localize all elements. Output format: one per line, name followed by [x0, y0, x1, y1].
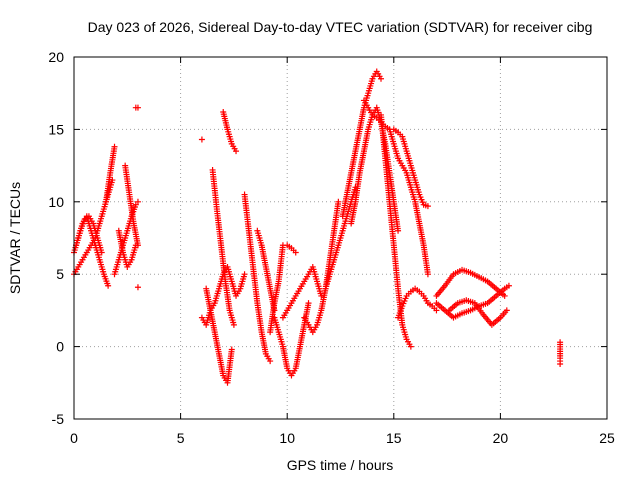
y-tick-label: 0	[56, 339, 64, 355]
data-point	[424, 271, 431, 278]
series-mid-a	[198, 136, 235, 386]
data-point	[233, 148, 240, 155]
series-mid-g	[267, 242, 299, 336]
data-point	[305, 300, 312, 307]
y-axis-label: SDTVAR / TECUs	[7, 182, 23, 294]
plot-layer	[71, 68, 564, 386]
data-point	[378, 75, 385, 82]
series-early-b	[71, 177, 116, 278]
x-tick-label: 10	[279, 430, 295, 446]
series-mid-h	[271, 300, 312, 379]
series-mid-f	[254, 227, 278, 314]
series-mid-d	[198, 263, 248, 328]
x-tick-label: 5	[177, 430, 185, 446]
series-early-h	[132, 104, 141, 111]
y-tick-label: 10	[48, 194, 64, 210]
x-tick-label: 15	[386, 430, 402, 446]
data-point	[228, 346, 235, 353]
series-mid-j	[301, 198, 342, 336]
series-early-g	[134, 284, 141, 291]
data-point	[134, 198, 141, 205]
data-point	[503, 307, 510, 314]
y-tick-label: 5	[56, 266, 64, 282]
series-mid-i	[279, 263, 325, 321]
chart-title: Day 023 of 2026, Sidereal Day-to-day VTE…	[88, 19, 593, 35]
x-axis-label: GPS time / hours	[287, 457, 394, 473]
data-point	[134, 242, 141, 249]
data-point	[505, 282, 512, 289]
data-point	[557, 360, 564, 367]
y-tick-label: 20	[48, 49, 64, 65]
series-decay-b	[386, 126, 431, 278]
data-point	[395, 227, 402, 234]
series-early-f	[122, 162, 141, 249]
plot-frame	[73, 56, 608, 420]
data-point	[230, 321, 237, 328]
data-point	[433, 307, 440, 314]
series-peak-a	[339, 68, 385, 220]
series-mid-b	[209, 166, 237, 328]
series-mid-e	[241, 191, 274, 365]
data-point	[241, 271, 248, 278]
data-point	[501, 292, 508, 299]
series-mid-c	[220, 109, 240, 155]
tick-layer: 0 5 10 15 20 25 -5 0 5 10 15 20	[48, 49, 615, 446]
series-decay-a	[378, 111, 414, 350]
data-point	[335, 198, 342, 205]
series-early-d	[102, 143, 139, 270]
data-point	[292, 249, 299, 256]
grid-layer	[74, 57, 607, 419]
y-tick-label: -5	[52, 411, 65, 427]
data-point	[134, 104, 141, 111]
series-late-d	[557, 339, 564, 367]
data-point	[407, 343, 414, 350]
data-point	[105, 282, 112, 289]
series-early-c	[73, 213, 105, 256]
series-peak-b	[348, 104, 402, 234]
data-point	[424, 203, 431, 210]
data-point	[267, 358, 274, 365]
series-mid-k	[322, 184, 359, 292]
x-tick-label: 20	[493, 430, 509, 446]
series-decay-c	[395, 285, 440, 321]
series-early-a	[71, 213, 112, 289]
data-point	[198, 136, 205, 143]
series-late-c	[446, 297, 510, 328]
data-point	[111, 143, 118, 150]
data-point	[98, 249, 105, 256]
x-tick-label: 25	[599, 430, 615, 446]
x-tick-label: 0	[70, 430, 78, 446]
y-tick-label: 15	[48, 121, 64, 137]
data-point	[134, 284, 141, 291]
